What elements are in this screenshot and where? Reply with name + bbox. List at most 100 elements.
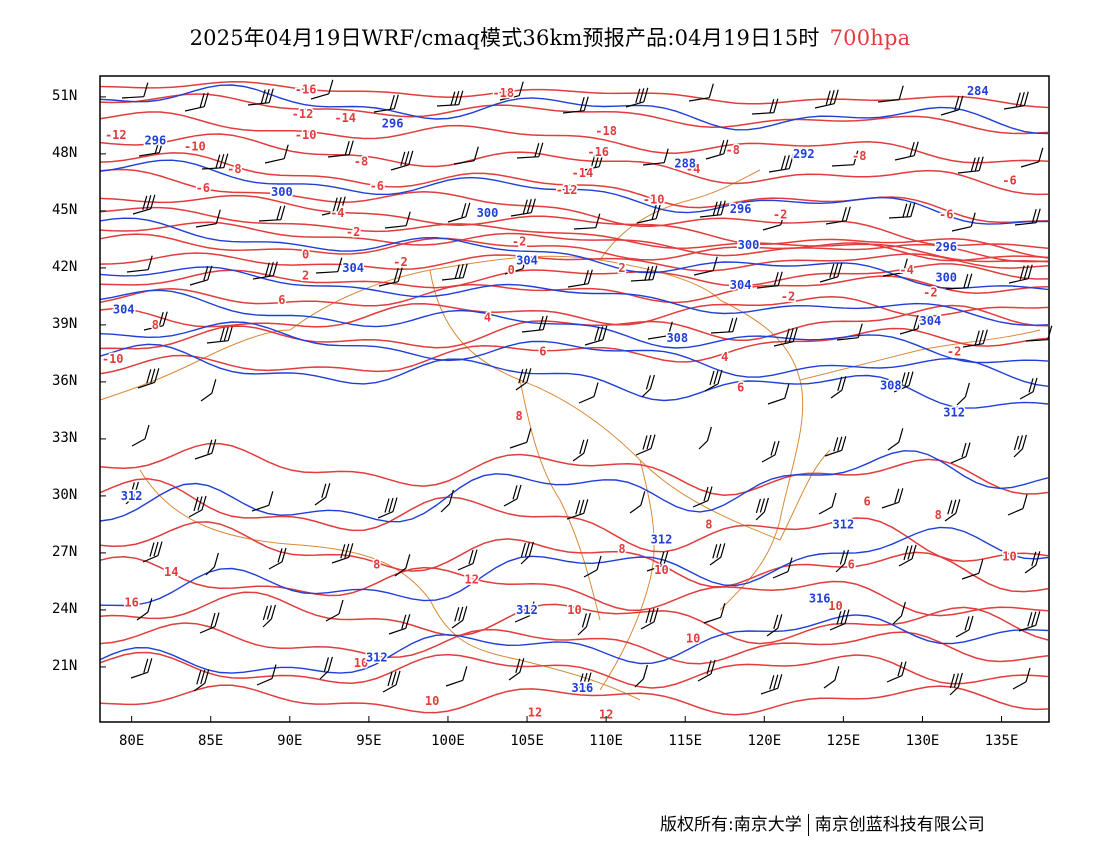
temperature-label: 14 — [164, 565, 178, 579]
lon-label: 110E — [589, 733, 623, 749]
height-label: 312 — [651, 533, 673, 547]
wind-barb — [504, 254, 528, 275]
map-frame — [99, 75, 1050, 723]
temperature-label: -6 — [939, 208, 953, 222]
wind-barb — [314, 483, 331, 506]
wind-barb — [693, 256, 718, 276]
height-label: 304 — [730, 278, 752, 292]
wind-barb — [642, 148, 669, 166]
wind-barb — [515, 368, 532, 391]
wind-barb — [310, 79, 334, 100]
temperature-label: -6 — [1002, 174, 1016, 188]
wind-barb — [887, 428, 904, 451]
wind-barb — [625, 87, 649, 108]
temperature-label: 6 — [737, 381, 744, 395]
wind-barb — [206, 326, 233, 344]
title-main: 2025年04月19日WRF/cmaq模式36km预报产品:04月19日15时 — [189, 26, 820, 50]
wind-barb — [773, 327, 798, 347]
wind-barb — [824, 436, 847, 457]
height-label: 296 — [935, 240, 957, 254]
credit-separator — [807, 814, 809, 836]
wind-barb — [699, 200, 726, 218]
temperature-label: 10 — [354, 656, 368, 670]
temperature-label: -18 — [492, 86, 514, 100]
map-background — [100, 76, 1049, 722]
wind-barb — [382, 670, 401, 693]
temperature-isoline — [99, 684, 1049, 716]
wind-barb — [761, 440, 780, 463]
height-label: 296 — [145, 134, 167, 148]
lat-label: 27N — [52, 543, 78, 560]
wind-barb — [636, 204, 661, 224]
wind-barb — [760, 674, 783, 695]
wind-barb — [646, 551, 669, 572]
temperature-isoline — [99, 442, 1049, 496]
wind-barb — [131, 424, 150, 447]
contour-labels: -16 -18-12 -14-10-12-10-8-8-6 -6-18-16-14-1… — [100, 81, 1018, 723]
wind-barb — [130, 658, 153, 679]
temperature-label: -16 — [295, 82, 317, 96]
wind-barb — [143, 311, 168, 331]
boundary-line — [139, 469, 641, 701]
wind-barb — [1018, 611, 1041, 632]
wind-barb — [1024, 551, 1041, 574]
lat-label: 42N — [52, 258, 78, 275]
temperature-isoline — [99, 194, 1049, 259]
temperature-label: -8 — [725, 143, 739, 157]
lat-label: 51N — [52, 87, 78, 104]
boundary-line — [599, 459, 655, 691]
temperature-label: 8 — [935, 508, 942, 522]
wind-barb — [814, 89, 839, 109]
temperature-label: -2 — [393, 255, 407, 269]
wind-barb — [572, 439, 589, 462]
pressure-level: 700hpa — [829, 26, 911, 50]
height-label: 316 — [572, 681, 594, 695]
wind-barb — [583, 555, 602, 578]
wind-barb — [138, 138, 164, 157]
temperature-label: -12 — [105, 128, 127, 142]
height-label: 304 — [920, 314, 942, 328]
lon-label: 130E — [905, 733, 940, 749]
wind-barb — [584, 325, 608, 346]
wind-barb — [573, 213, 601, 230]
height-label: 312 — [833, 517, 855, 531]
wind-barb — [835, 549, 849, 573]
wind-barb — [703, 603, 726, 624]
temperature-label: -2 — [346, 225, 360, 239]
temperature-label: 6 — [278, 293, 285, 307]
wind-barb — [514, 601, 535, 623]
lat-label: 45N — [52, 201, 78, 218]
lon-label: 120E — [747, 733, 782, 749]
boundary-line — [719, 299, 804, 611]
wind-barb — [315, 257, 343, 274]
geopotential-contours — [99, 84, 1049, 674]
geopotential-isoline — [99, 614, 1049, 674]
lat-label: 48N — [52, 144, 78, 161]
wind-barb — [579, 152, 604, 172]
wind-barb — [892, 601, 906, 625]
temperature-isoline — [99, 327, 1049, 375]
wind-barb — [823, 666, 840, 689]
wind-barb — [829, 609, 850, 631]
lon-label: 80E — [118, 733, 145, 749]
temperature-label: 12 — [464, 573, 478, 587]
wind-barb — [520, 541, 534, 565]
temperature-isoline — [99, 221, 1049, 263]
temperature-label: 6 — [848, 557, 855, 571]
temperature-label: -10 — [295, 128, 317, 142]
lon-label: 85E — [198, 733, 224, 749]
geopotential-isoline — [99, 289, 1049, 364]
wind-barb — [440, 489, 454, 513]
wind-barb — [893, 371, 914, 393]
wind-barb — [767, 384, 790, 405]
temperature-label: 0 — [508, 263, 515, 277]
geopotential-isoline — [99, 266, 1049, 326]
wind-barb — [188, 495, 207, 518]
temperature-isoline — [99, 521, 1049, 593]
boundary-line — [519, 379, 601, 621]
height-label: 288 — [674, 156, 696, 170]
temperature-label: -8 — [227, 162, 241, 176]
wind-barb — [577, 612, 591, 636]
wind-barb — [830, 376, 847, 399]
temperature-isoline — [99, 591, 1049, 645]
